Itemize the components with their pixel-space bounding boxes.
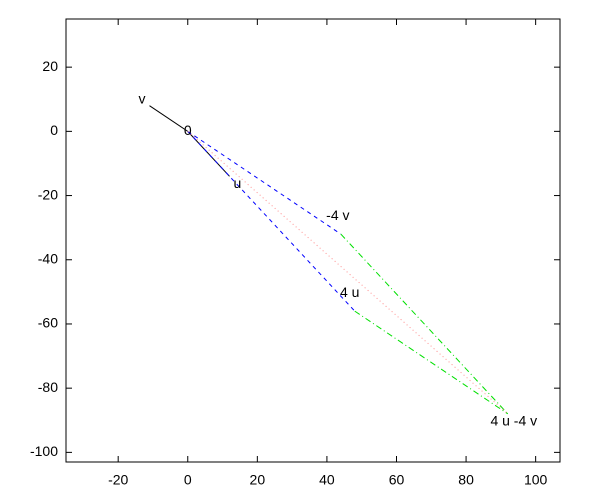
y-tick-label: -100 xyxy=(30,443,58,459)
point-label: v xyxy=(138,90,145,106)
y-tick-label: -40 xyxy=(38,250,58,266)
point-label: 4 u xyxy=(340,284,359,300)
x-tick-label: -20 xyxy=(108,472,128,488)
y-tick-label: -60 xyxy=(38,315,58,331)
vector-segment xyxy=(354,310,509,415)
vector-segment xyxy=(187,130,342,235)
plot-frame xyxy=(65,18,561,463)
y-tick-label: -80 xyxy=(38,379,58,395)
x-tick-label: 80 xyxy=(458,472,474,488)
x-tick-label: 60 xyxy=(389,472,405,488)
y-tick-label: -20 xyxy=(38,186,58,202)
point-label: -4 v xyxy=(326,207,349,223)
point-label: u xyxy=(234,175,242,191)
x-tick-label: 0 xyxy=(184,472,192,488)
x-tick-label: 20 xyxy=(250,472,266,488)
vector-segment xyxy=(340,233,509,415)
vector-segment xyxy=(187,131,356,312)
x-tick-label: 40 xyxy=(319,472,335,488)
x-tick-label: 100 xyxy=(524,472,548,488)
vector-segment xyxy=(187,130,509,415)
y-tick-label: 20 xyxy=(42,58,58,74)
point-label: 4 u -4 v xyxy=(490,413,537,429)
vector-segment xyxy=(149,105,189,132)
y-tick-label: 0 xyxy=(50,122,58,138)
point-label: 0 xyxy=(184,122,192,138)
